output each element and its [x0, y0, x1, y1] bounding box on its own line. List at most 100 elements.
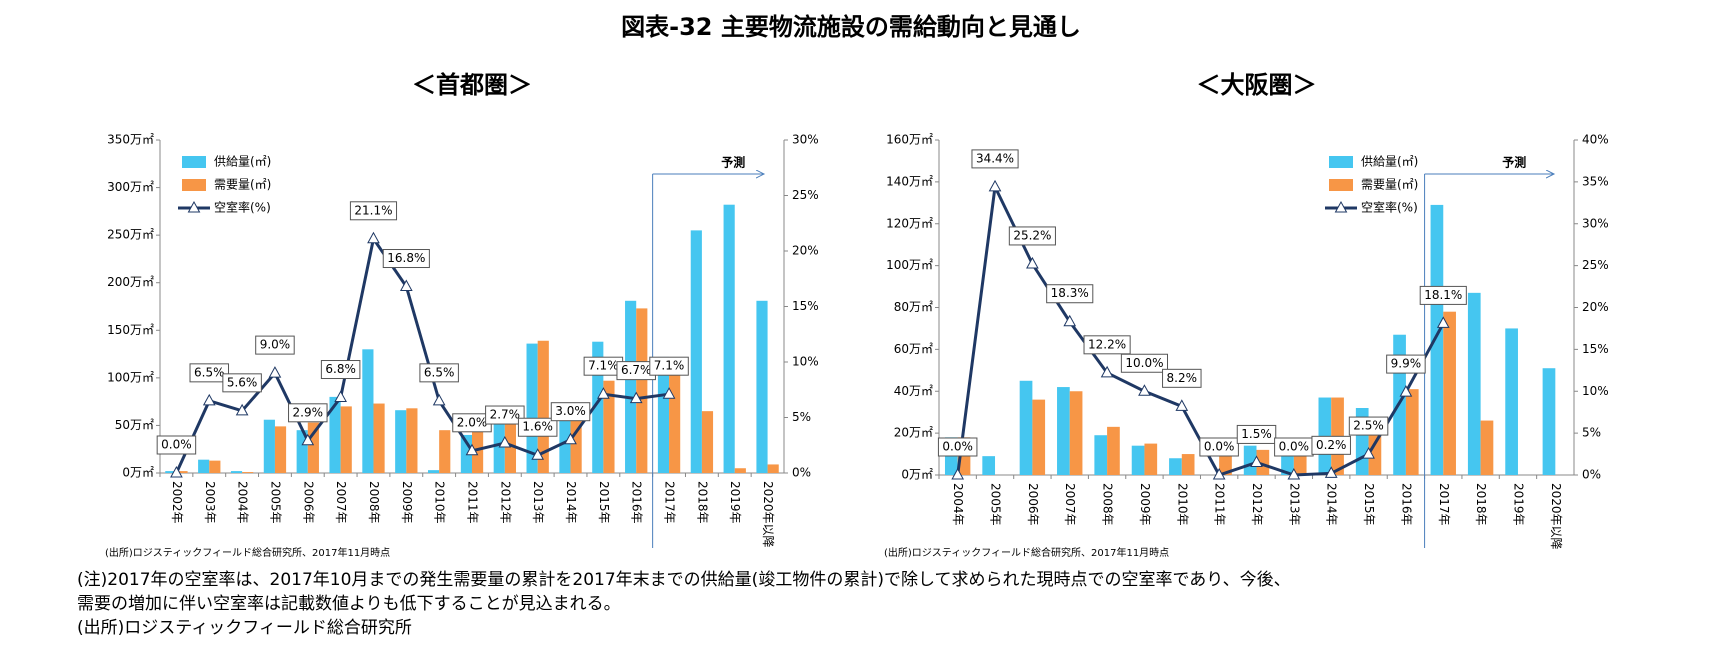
note: (注)2017年の空室率は、2017年10月までの発生需要量の累計を2017年末…: [77, 570, 1291, 590]
x-tick-label: 2011年: [1213, 483, 1227, 526]
x-tick-label: 2014年: [1325, 483, 1339, 526]
data-label: 0.0%: [1204, 440, 1235, 454]
note: (出所)ロジスティックフィールド総合研究所: [77, 618, 412, 638]
legend-label: 空室率(%): [214, 200, 271, 215]
y-tick-label: 200万㎡: [107, 275, 154, 289]
x-tick-label: 2002年: [170, 481, 184, 524]
x-tick-label: 2009年: [1138, 483, 1152, 526]
x-tick-label: 2006年: [1026, 483, 1040, 526]
x-tick-label: 2003年: [203, 481, 217, 524]
y-tick-label: 100万㎡: [886, 258, 933, 272]
bar: [176, 471, 188, 473]
y2-tick-label: 10%: [792, 355, 819, 369]
x-tick-label: 2007年: [334, 481, 348, 524]
y2-tick-label: 0%: [1582, 468, 1601, 482]
label-box: [1083, 335, 1131, 355]
x-tick-label: 2017年: [663, 481, 677, 524]
bar: [1094, 435, 1108, 475]
bar: [734, 468, 746, 473]
label-box: [189, 363, 230, 383]
x-tick-label: 2019年: [1511, 483, 1525, 526]
marker: [1324, 466, 1338, 478]
data-label: 6.7%: [621, 363, 652, 377]
source: (出所)ロジスティックフィールド総合研究所、2017年11月時点: [884, 546, 1169, 559]
label-box: [550, 402, 591, 422]
bar: [439, 430, 451, 473]
data-label: 21.1%: [354, 203, 392, 217]
data-label: 2.0%: [457, 415, 488, 429]
y-tick-label: 50万㎡: [115, 418, 154, 432]
forecast-label: 予測: [721, 155, 745, 170]
legend-label: 需要量(㎡): [214, 178, 271, 192]
data-label: 2.9%: [293, 405, 324, 419]
data-label: 1.5%: [1241, 427, 1272, 441]
data-label: 3.0%: [555, 404, 586, 418]
bar: [1430, 204, 1444, 475]
y2-tick-label: 15%: [1582, 342, 1609, 356]
bar: [657, 356, 670, 473]
label-box: [419, 363, 459, 383]
bar: [165, 471, 177, 473]
label-box: [156, 435, 197, 455]
marker: [1138, 384, 1151, 396]
x-tick-label: 2010年: [1175, 483, 1189, 526]
data-label: 9.9%: [1391, 357, 1422, 371]
bar: [1443, 311, 1456, 475]
label-box: [1386, 354, 1426, 374]
marker: [1063, 314, 1077, 327]
marker: [1436, 316, 1450, 328]
label-box: [222, 373, 262, 393]
bar: [1405, 389, 1419, 475]
marker: [531, 448, 545, 460]
marker: [202, 393, 216, 406]
marker: [399, 279, 413, 292]
bar: [559, 404, 571, 473]
data-label: 0.0%: [161, 438, 192, 452]
bar: [1069, 391, 1083, 475]
bar: [307, 422, 319, 473]
marker: [268, 366, 282, 378]
data-label: 9.0%: [260, 338, 291, 352]
data-label: 7.1%: [654, 359, 685, 373]
y2-tick-label: 20%: [792, 244, 819, 258]
x-tick-label: 2015年: [1362, 483, 1376, 526]
y2-tick-label: 30%: [792, 133, 819, 147]
data-label: 5.6%: [227, 375, 258, 389]
bar: [1505, 328, 1518, 475]
x-tick-label: 2005年: [268, 481, 282, 524]
bar: [636, 308, 648, 473]
x-tick-label: 2008年: [1101, 483, 1115, 526]
x-tick-label: 2004年: [951, 483, 965, 526]
bar: [537, 340, 549, 473]
label-box: [1046, 284, 1094, 304]
bar: [1169, 458, 1182, 475]
marker: [334, 390, 347, 403]
bar: [1057, 387, 1070, 475]
label-box: [1199, 437, 1239, 457]
bar: [242, 472, 254, 473]
note: 需要の増加に伴い空室率は記載数値よりも低下することが見込まれる。: [77, 594, 621, 614]
x-tick-label: 2020年以降: [761, 481, 775, 548]
data-label: 8.2%: [1167, 371, 1198, 385]
label-box: [382, 249, 430, 269]
y-tick-label: 160万㎡: [886, 133, 933, 147]
label-box: [255, 335, 295, 355]
bar: [472, 419, 484, 473]
y-tick-label: 0万㎡: [901, 468, 933, 482]
forecast-label: 予測: [1502, 155, 1526, 170]
bar: [274, 426, 287, 473]
legend-swatch: [1329, 179, 1353, 191]
bar: [1032, 399, 1046, 475]
bar: [690, 230, 702, 473]
y2-tick-label: 5%: [792, 410, 811, 424]
x-tick-label: 2006年: [301, 481, 315, 524]
label-box: [1162, 368, 1202, 388]
chart-title: ＜首都圏＞: [412, 71, 532, 99]
x-tick-label: 2012年: [498, 481, 512, 524]
data-label: 0.0%: [1279, 440, 1310, 454]
label-box: [288, 403, 328, 423]
data-label: 6.8%: [325, 362, 356, 376]
y-tick-label: 300万㎡: [107, 180, 154, 194]
data-label: 25.2%: [1013, 228, 1051, 242]
y2-tick-label: 25%: [1582, 258, 1609, 272]
